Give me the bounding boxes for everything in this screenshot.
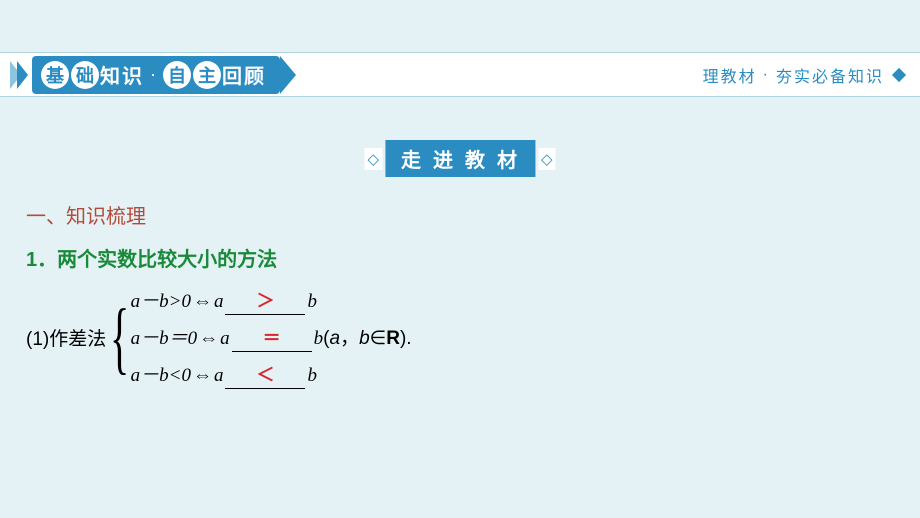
diamond-icon	[892, 67, 906, 81]
answer-blank: ＝	[232, 324, 312, 352]
banner-left-ornament: ◇	[364, 148, 382, 170]
pill-word: 知识	[100, 60, 144, 89]
banner-title: 走进教材	[385, 140, 535, 177]
pill-separator: ·	[150, 64, 156, 85]
case-var-b: b	[314, 328, 324, 350]
case-line: a－b＝0 ⇔ a ＝ b (a，b∈R).	[131, 323, 412, 352]
case-lhs: a－b＝0	[131, 323, 198, 350]
header-bar: 基 础 知识 · 自 主 回顾 理教材 · 夯实必备知识	[0, 52, 920, 97]
pill-word: 回顾	[222, 60, 266, 89]
case-lhs: a－b<0	[131, 360, 191, 387]
case-var-b: b	[307, 365, 317, 387]
method-label: (1)作差法	[26, 324, 106, 351]
item-heading: 1．两个实数比较大小的方法	[26, 243, 894, 272]
iff-symbol: ⇔	[199, 328, 218, 350]
pill-char: 自	[163, 61, 191, 89]
section-heading: 一、知识梳理	[26, 200, 894, 229]
iff-symbol: ⇔	[193, 365, 212, 387]
case-tail: (a，b∈R).	[323, 323, 411, 350]
answer-blank: ＞	[225, 287, 305, 315]
case-var-a: a	[214, 365, 224, 387]
header-right-part2: 夯实必备知识	[776, 63, 884, 87]
header-right-sep: ·	[763, 66, 770, 84]
sub-banner: ◇ 走进教材 ◇	[361, 140, 558, 177]
pill-char: 础	[71, 61, 99, 89]
case-var-a: a	[220, 328, 230, 350]
answer-blank: ＜	[225, 361, 305, 389]
method-row: (1)作差法 { a－b>0 ⇔ a ＞ b a－b＝0 ⇔ a ＝ b	[26, 286, 894, 389]
case-line: a－b>0 ⇔ a ＞ b	[131, 286, 412, 315]
pill-char: 主	[193, 61, 221, 89]
header-right-caption: 理教材 · 夯实必备知识	[703, 63, 904, 87]
chevron-group	[10, 61, 24, 89]
header-title-pill: 基 础 知识 · 自 主 回顾	[32, 56, 280, 94]
case-var-a: a	[214, 291, 224, 313]
case-lhs: a－b>0	[131, 286, 191, 313]
cases-list: a－b>0 ⇔ a ＞ b a－b＝0 ⇔ a ＝ b (a，b∈R). a－b…	[131, 286, 412, 389]
chevron-icon	[17, 61, 28, 89]
cases-block: { a－b>0 ⇔ a ＞ b a－b＝0 ⇔ a ＝ b (a，b∈R).	[110, 286, 411, 389]
pill-tail-icon	[280, 56, 296, 94]
left-brace-icon: {	[110, 298, 129, 378]
case-line: a－b<0 ⇔ a ＜ b	[131, 360, 412, 389]
case-var-b: b	[307, 291, 317, 313]
pill-char: 基	[41, 61, 69, 89]
iff-symbol: ⇔	[193, 291, 212, 313]
header-right-part1: 理教材	[703, 63, 757, 87]
banner-right-ornament: ◇	[538, 148, 556, 170]
content-area: 一、知识梳理 1．两个实数比较大小的方法 (1)作差法 { a－b>0 ⇔ a …	[26, 200, 894, 389]
